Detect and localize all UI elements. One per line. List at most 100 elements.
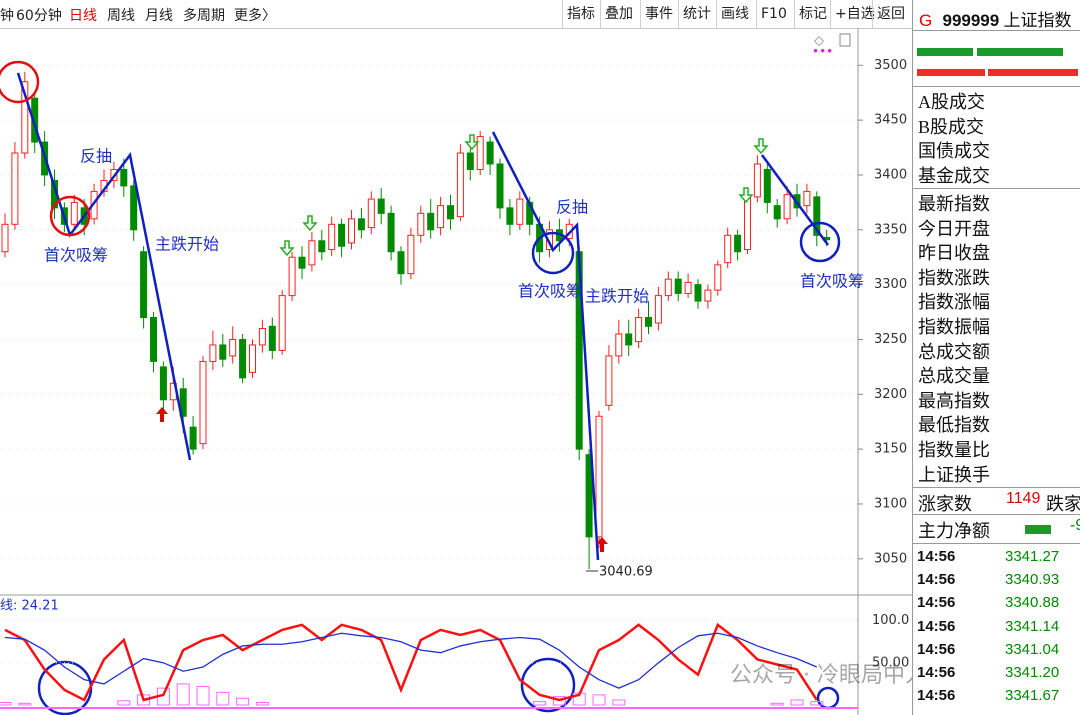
period-tab[interactable]: 周线	[107, 8, 135, 24]
tick-row: 14:56 3341.20	[917, 664, 1077, 681]
histogram-bar	[216, 691, 230, 706]
tick-time: 14:56	[917, 664, 956, 681]
period-tab[interactable]: 多周期	[183, 8, 225, 24]
net-row: 主力净额 -9	[918, 517, 1080, 543]
candle-body	[635, 317, 643, 343]
candle-body	[21, 81, 29, 154]
candle-body	[615, 333, 623, 357]
candle-body	[298, 256, 306, 269]
icon: •••	[812, 45, 833, 59]
candle-body	[387, 212, 395, 253]
candles	[1, 71, 831, 570]
buy-arrow	[596, 537, 608, 552]
annotation: 主跌开始	[155, 236, 219, 254]
tool-button[interactable]: 标记	[794, 0, 831, 28]
tick-price: 3341.27	[1005, 548, 1060, 565]
breadth-row: 涨家数 1149 跌家	[918, 490, 1080, 516]
tick-price: 3341.20	[1005, 664, 1060, 681]
tick-row: 14:56 3341.67	[917, 687, 1077, 704]
tool-button[interactable]: 事件	[640, 0, 677, 28]
tool-button[interactable]: 画线	[716, 0, 753, 28]
code: 999999	[942, 11, 1000, 30]
icon[interactable]: ◇	[814, 34, 824, 49]
index-row: 上证换手	[918, 464, 990, 485]
tick-price: 3341.67	[1005, 687, 1060, 705]
y-tick-label: 50.00	[872, 655, 909, 670]
period-tab[interactable]: 月线	[145, 8, 173, 24]
candle-body	[674, 278, 682, 294]
tick-price: 3341.14	[1005, 617, 1060, 635]
tool-button[interactable]: F10	[756, 0, 791, 28]
histogram-bar	[810, 701, 824, 706]
y-tick-label: 3150	[874, 442, 907, 457]
tick-time: 14:56	[917, 617, 956, 635]
tick-time: 14:56	[917, 594, 956, 612]
candle-body	[199, 360, 207, 445]
tool-button[interactable]: 指标	[562, 0, 599, 28]
tool-button[interactable]: 统计	[678, 0, 715, 28]
histogram-bar	[770, 702, 784, 706]
index-row: 指数振幅	[918, 317, 990, 337]
candle-body	[447, 205, 454, 220]
annotation: 主跌开始	[585, 288, 649, 306]
tick-row: 14:56 3341.14	[917, 618, 1077, 635]
candle-body	[249, 344, 256, 373]
candle-body	[239, 338, 247, 379]
candle-body	[179, 388, 187, 417]
candle-body	[803, 190, 811, 207]
histogram-bar	[236, 697, 250, 706]
tool-button[interactable]: 返回	[872, 0, 909, 28]
period-tab[interactable]: 钟	[0, 8, 14, 24]
candle-body	[734, 234, 742, 253]
panel-header: G 999999 上证指数	[919, 6, 1071, 31]
volume-row: A股成交	[918, 92, 985, 112]
sell-arrow	[753, 138, 769, 155]
indicator-line	[4, 632, 818, 689]
histogram-bar	[612, 699, 626, 706]
candle-body	[654, 295, 662, 324]
volume-row: 国债成交	[918, 141, 990, 162]
histogram-bar	[176, 683, 190, 706]
period-tab[interactable]: 日线	[69, 8, 97, 24]
histogram-bar	[790, 699, 804, 706]
candle-body	[130, 185, 138, 231]
period-tab[interactable]: 更多〉	[234, 8, 276, 24]
bar	[977, 48, 1063, 56]
drawings	[0, 60, 841, 715]
tool-button[interactable]: +自选	[830, 0, 879, 28]
net-label: 主力净额	[918, 521, 990, 541]
y-tick-label: 3300	[874, 277, 907, 292]
icon[interactable]	[839, 33, 851, 47]
circle-mark	[37, 660, 93, 715]
tool-button[interactable]: 叠加	[600, 0, 637, 28]
index-row: 今日开盘	[918, 218, 990, 239]
candle-body	[338, 223, 346, 247]
candle-body	[11, 152, 19, 225]
candle-body	[189, 426, 197, 450]
grid: 3050 3100 3150 3200 3250 3300 3350 3400 3450 3500	[0, 58, 907, 566]
candle-body	[753, 163, 761, 198]
signal-arrows	[156, 134, 769, 552]
sell-arrow	[302, 215, 318, 232]
y-tick-label: 3450	[874, 113, 907, 128]
candle-body	[486, 141, 494, 165]
volume-row: B股成交	[918, 116, 985, 137]
sell-arrow	[738, 187, 754, 204]
candle-body	[595, 415, 603, 538]
tick-price: 3340.93	[1005, 571, 1060, 589]
candle-body	[625, 333, 633, 346]
candle-body	[476, 136, 484, 170]
candle-body	[159, 366, 167, 401]
candle-body	[120, 168, 128, 187]
histogram-bar	[18, 702, 32, 706]
code-prefix: G	[919, 11, 933, 30]
candle-body	[645, 317, 652, 327]
candle-body	[367, 198, 375, 229]
bar	[917, 69, 985, 76]
period-tab[interactable]: 60分钟	[16, 8, 62, 24]
candle-body	[773, 205, 781, 220]
candle-body	[70, 201, 78, 225]
candle-body	[357, 218, 365, 231]
volume-row: 基金成交	[918, 165, 990, 186]
y-tick-label: 3100	[874, 496, 907, 511]
